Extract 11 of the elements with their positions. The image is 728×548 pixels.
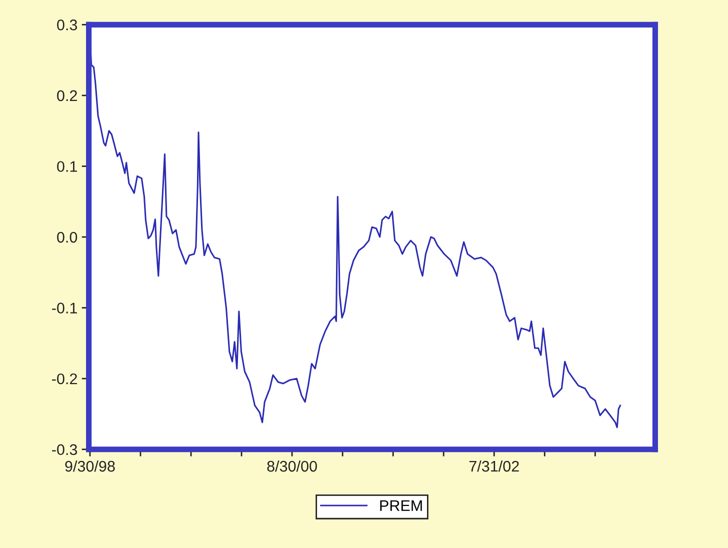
legend-label: PREM (380, 500, 422, 511)
x-tick-label: 9/30/98 (65, 460, 115, 472)
y-tick-label: -0.3 (52, 444, 78, 456)
x-tick-label: 7/31/02 (469, 460, 519, 472)
y-tick-label: -0.1 (52, 302, 77, 314)
y-tick-label: 0.0 (57, 232, 78, 243)
y-tick-label: -0.2 (52, 373, 77, 384)
x-tick-label: 8/30/00 (267, 460, 317, 472)
y-tick-label: 0.2 (57, 90, 77, 102)
y-tick-label: 0.3 (57, 20, 78, 30)
y-tick-label: 0.1 (57, 161, 77, 172)
